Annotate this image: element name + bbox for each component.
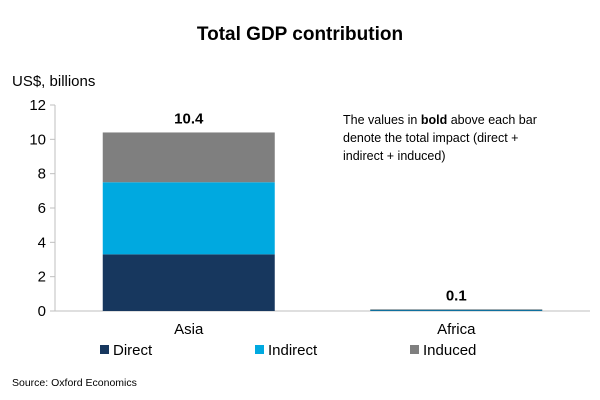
chart-title: Total GDP contribution — [197, 24, 403, 45]
bar-segment-direct-asia — [102, 254, 275, 311]
total-labels: 10.4 0.1 — [174, 110, 467, 304]
bar-segment-indirect-asia — [102, 182, 275, 255]
bar-segment-indirect-africa — [370, 309, 543, 311]
legend-label-induced: Induced — [423, 342, 476, 359]
category-labels: Asia Africa — [174, 321, 476, 338]
category-label: Asia — [174, 321, 204, 338]
y-tick-label: 2 — [38, 269, 46, 286]
bar-group — [102, 132, 543, 311]
y-tick-label: 12 — [29, 97, 46, 114]
y-tick-label: 0 — [38, 303, 46, 320]
annotation-line-2: denote the total impact (direct + — [343, 131, 518, 145]
y-tick-label: 8 — [38, 166, 46, 183]
bar-segment-induced-asia — [102, 132, 275, 183]
annotation-line-3: indirect + induced) — [343, 149, 446, 163]
total-label: 0.1 — [446, 287, 467, 304]
legend-label-direct: Direct — [113, 342, 153, 359]
legend-swatch-indirect — [255, 345, 264, 354]
bar-segment-induced-africa — [370, 309, 543, 310]
annotation-line-1: The values in bold above each bar — [343, 113, 537, 127]
total-label: 10.4 — [174, 110, 204, 127]
y-tick-label: 6 — [38, 200, 46, 217]
category-label: Africa — [437, 321, 476, 338]
legend-swatch-induced — [410, 345, 419, 354]
bar-segment-direct-africa — [370, 310, 543, 311]
legend-label-indirect: Indirect — [268, 342, 318, 359]
source-note: Source: Oxford Economics — [12, 377, 137, 389]
legend: Direct Indirect Induced — [100, 342, 476, 359]
y-axis-label: US$, billions — [12, 73, 95, 90]
legend-swatch-direct — [100, 345, 109, 354]
y-tick-label: 10 — [29, 131, 46, 148]
y-tick-label: 4 — [38, 234, 46, 251]
